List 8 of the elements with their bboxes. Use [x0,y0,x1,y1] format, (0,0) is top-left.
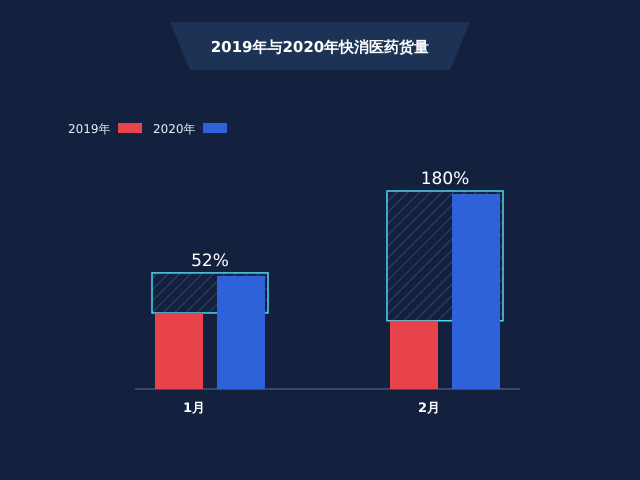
chart-title: 2019年与2020年快消医药货量 [210,38,430,56]
text: 180% [420,169,470,189]
legend-label: 2020年 [153,122,196,136]
x-tick-label: 1月 [182,401,206,416]
x-tick-label: 2月 [418,401,440,416]
legend-label: 2019年 [68,122,111,136]
bar [390,320,438,389]
annotation: 52% [191,250,229,271]
